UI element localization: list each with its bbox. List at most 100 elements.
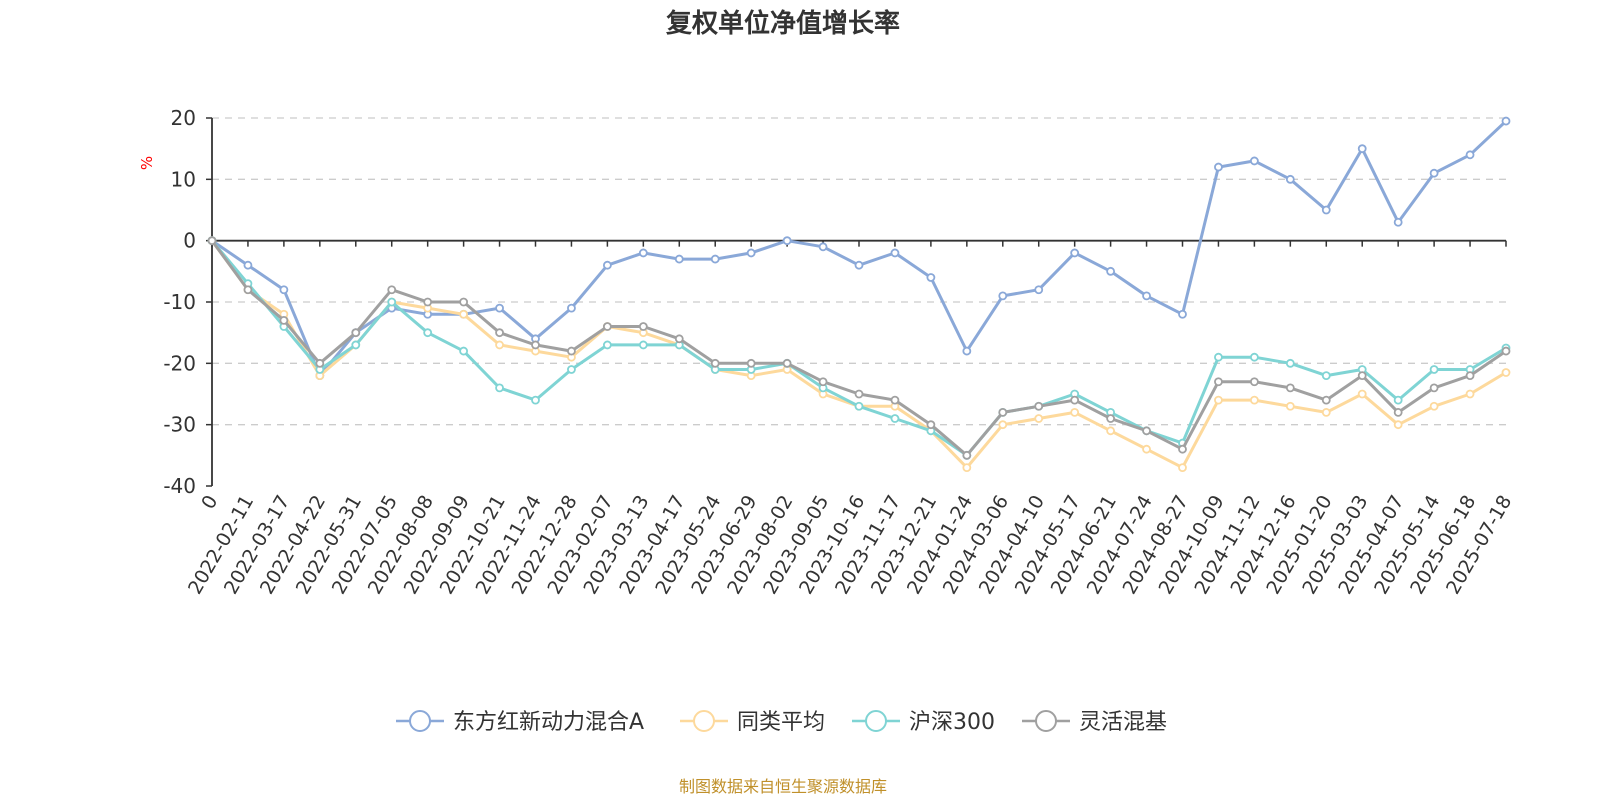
data-point [1178,444,1187,454]
data-point [423,328,433,338]
source-note: 制图数据来自恒生聚源数据库 [679,777,887,796]
data-point [495,328,504,338]
y-tick-label: -40 [163,474,196,498]
data-point [854,260,864,270]
data-point [495,340,504,350]
data-point [962,346,972,356]
legend-item-0[interactable]: 东方红新动力混合A [396,710,644,735]
y-tick-label: -30 [163,413,196,437]
data-point [1501,346,1511,356]
data-point [243,285,253,295]
data-point [1142,426,1151,436]
series-1 [207,236,1511,473]
data-point [1465,389,1475,399]
y-tick-label: -20 [163,351,196,375]
series-0 [207,116,1511,381]
data-point [1070,395,1080,405]
data-point [998,407,1008,417]
data-point [674,254,684,264]
y-tick-label: 10 [171,167,196,191]
legend-marker-icon [693,710,715,732]
data-point [818,377,828,387]
data-point [1178,309,1187,319]
legend-item-3[interactable]: 灵活混基 [1022,710,1167,735]
data-point [1501,368,1511,377]
data-point [459,309,469,319]
data-point [1429,168,1439,178]
data-point [818,242,828,252]
data-point [279,315,289,325]
data-point [1285,358,1295,368]
data-point [243,260,253,270]
grid-lines [206,117,1506,487]
data-point [1034,285,1044,295]
data-point [854,389,864,399]
data-point [962,463,972,473]
data-point [1249,395,1259,405]
data-point [1321,395,1331,405]
legend-marker-icon [1035,710,1057,732]
data-point [1321,205,1331,215]
data-point [279,285,289,295]
data-point [1465,150,1475,160]
data-point [890,248,900,258]
data-point [531,395,540,405]
legend-item-1[interactable]: 同类平均 [680,710,825,735]
data-point [890,395,900,405]
data-point [1501,116,1511,126]
data-point [495,383,504,393]
data-point [531,340,540,350]
data-point [962,450,972,460]
data-point [1321,407,1331,417]
data-point [602,322,612,331]
data-point [782,358,792,368]
data-point [1249,156,1259,166]
legend[interactable]: 东方红新动力混合A 同类平均 沪深300 灵活混基 [396,710,1167,735]
data-point [1106,414,1116,423]
data-point [567,303,576,313]
data-point [1106,426,1116,436]
data-point [1393,420,1403,430]
y-tick-label: 0 [183,229,196,253]
data-point [746,358,756,368]
data-point [315,358,325,368]
data-point [1214,395,1223,405]
data-point [602,260,612,270]
data-point [1070,248,1080,258]
legend-item-2[interactable]: 沪深300 [852,710,995,735]
data-point [1142,444,1151,454]
data-point [1106,266,1116,276]
data-point [746,248,756,258]
data-point [1034,401,1044,411]
data-point [1429,365,1439,374]
data-point [782,236,792,246]
legend-label: 灵活混基 [1079,710,1167,735]
axes [211,118,1507,486]
data-point [710,254,720,264]
x-tick-labels: 02022-02-112022-03-172022-04-222022-05-3… [184,491,1516,598]
data-point [638,248,648,258]
data-point [1429,383,1439,393]
y-axis-unit: % [138,156,156,170]
data-point [1321,371,1331,381]
data-point [1285,401,1295,411]
data-point [890,414,900,423]
legend-label: 沪深300 [909,710,995,735]
data-point [1142,291,1151,301]
data-point [710,358,720,368]
data-point [602,340,612,350]
x-tick-label: 0 [197,492,222,513]
data-point [1393,395,1403,405]
data-point [638,322,648,331]
data-point [1357,144,1367,154]
data-point [854,401,864,411]
data-point [1393,407,1403,417]
legend-marker-icon [409,710,431,732]
legend-label: 东方红新动力混合A [453,710,644,735]
legend-marker-icon [865,710,887,732]
data-point [1429,401,1439,411]
data-point [1393,217,1403,227]
data-point [567,346,576,356]
data-point [998,291,1008,301]
